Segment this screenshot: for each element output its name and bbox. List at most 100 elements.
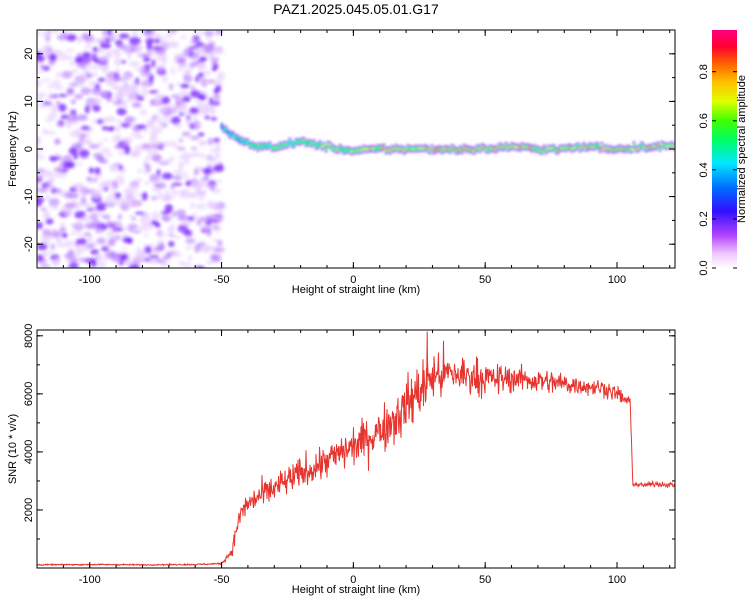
spectrogram-noise-blob [208,51,215,60]
spectrogram-noise-blob [37,137,41,146]
spectrogram-signal-cell [454,149,458,152]
snr-frame [36,329,676,569]
spectrogram-noise-blob [144,180,151,186]
spectrogram-signal-cell [364,148,368,151]
snr-series-line [37,331,675,567]
spectrogram-signal-cell [612,149,616,152]
spectrogram-noise-blob [65,34,77,42]
spectrogram-signal-cell [262,144,266,147]
spectrogram-noise-blob [102,30,107,37]
spectrogram-noise-blob [58,227,67,233]
spectrogram-noise-blob [182,95,191,103]
spectrogram-noise-blob [151,211,161,220]
spectrogram-signal-cell [374,148,378,151]
spectrogram-signal-cell [294,140,298,143]
spectrogram-noise-blob [177,63,183,72]
spectrogram-noise-blob [179,83,190,89]
spectrogram-noise-blob [40,207,47,212]
snr-y-tick-label: 8000 [23,324,35,348]
spectrogram-noise-blob [196,153,207,158]
spectrogram-noise-blob [202,81,213,85]
spectrogram-noise-blob [156,239,165,249]
spectrogram-noise-blob [74,210,86,219]
spectrogram-noise-blob [106,230,115,239]
spectrogram-x-ticks: -100 -50 0 50 100 [36,30,671,286]
spectrogram-noise-blob [149,74,154,82]
snr-x-tick-label: 50 [479,574,491,586]
spectrogram-noise-blob [214,151,221,160]
spectrogram-noise-blob [131,102,142,108]
spectrogram-signal-cell [596,145,600,148]
spectrogram-noise-blob [117,150,126,156]
spectrogram-signal-cell [636,148,640,150]
spectrogram-signal-cell [230,133,234,135]
spectrogram-noise-blob [193,60,199,67]
spectrogram-signal-cell [330,146,334,149]
spectrogram-signal-cell [240,139,244,141]
spectrogram-noise-blob [49,53,57,62]
spectrogram-signal-cell [524,145,528,148]
spectrogram-signal-cell [420,147,424,150]
spectrogram-signal-cell [388,150,392,152]
spectrogram-noise-blob [161,57,168,65]
spectrogram-noise-blob [82,232,92,237]
spectrogram-signal-cell [410,147,414,150]
spectrogram-noise-blob [76,141,83,151]
spectrogram-signal-cell [428,149,432,152]
spectrogram-signal-cell [300,139,304,142]
spectrogram-signal-cell [488,147,492,150]
spectrogram-noise-blob [205,221,212,226]
spectrogram-noise-blob [198,93,207,101]
spectrogram-signal-cell [582,144,586,147]
spectrogram-noise-blob [63,161,75,169]
spectrogram-noise-blob [170,155,175,161]
spectrogram-noise-blob [61,232,68,239]
spectrogram-noise-blob [108,126,115,131]
spectrogram-noise-blob [81,215,93,222]
spectrogram-signal-cell [312,141,316,144]
spectrogram-signal-cell [252,145,256,148]
spectrogram-noise-blob [116,92,125,97]
snr-y-tick-label: 2000 [23,498,35,522]
spectrogram-noise-blob [171,94,180,99]
spectrogram-y-tick-label: 20 [23,48,35,60]
spectrogram-noise-blob [38,64,47,69]
spectrogram-noise-blob [37,243,48,251]
spectrogram-signal-cell [282,143,286,146]
spectrogram-noise-blob [190,202,195,209]
spectrogram-signal-cell [326,143,330,146]
spectrogram-noise-blob [142,79,151,86]
spectrogram-noise-blob [204,30,214,37]
spectrogram-noise-blob [149,98,155,107]
spectrogram-noise-blob [168,140,177,147]
spectrogram-noise-blob [100,90,109,97]
spectrogram-noise-blob [111,135,123,143]
spectrogram-signal-cell [490,148,494,150]
spectrogram-signal-cell [492,147,496,150]
spectrogram-noise-blob [213,93,221,101]
spectrogram-noise-blob [197,132,205,137]
spectrogram-signal-cell [662,144,666,147]
spectrogram-noise-blob [74,93,84,100]
spectrogram-noise-blob [180,35,187,40]
spectrogram-noise-layer [37,30,226,268]
spectrogram-signal-cell [550,147,554,150]
spectrogram-noise-blob [56,120,66,128]
spectrogram-signal-cell [576,145,580,147]
spectrogram-signal-cell [396,147,400,150]
spectrogram-noise-blob [79,189,86,195]
spectrogram-signal-cell [232,135,236,137]
spectrogram-noise-blob [66,122,72,130]
spectrogram-noise-blob [101,214,111,220]
spectrogram-signal-cell [422,147,426,150]
spectrogram-signal-cell [500,146,504,149]
spectrogram-noise-blob [157,119,165,127]
spectrogram-noise-blob [100,147,111,154]
spectrogram-noise-blob [173,249,178,255]
spectrogram-signal-cell [246,141,250,144]
spectrogram-signal-cell [530,147,534,150]
spectrogram-signal-cell [356,149,360,152]
spectrogram-signal-cell [406,146,410,149]
spectrogram-noise-blob [103,137,108,142]
spectrogram-signal-cell [570,148,574,150]
